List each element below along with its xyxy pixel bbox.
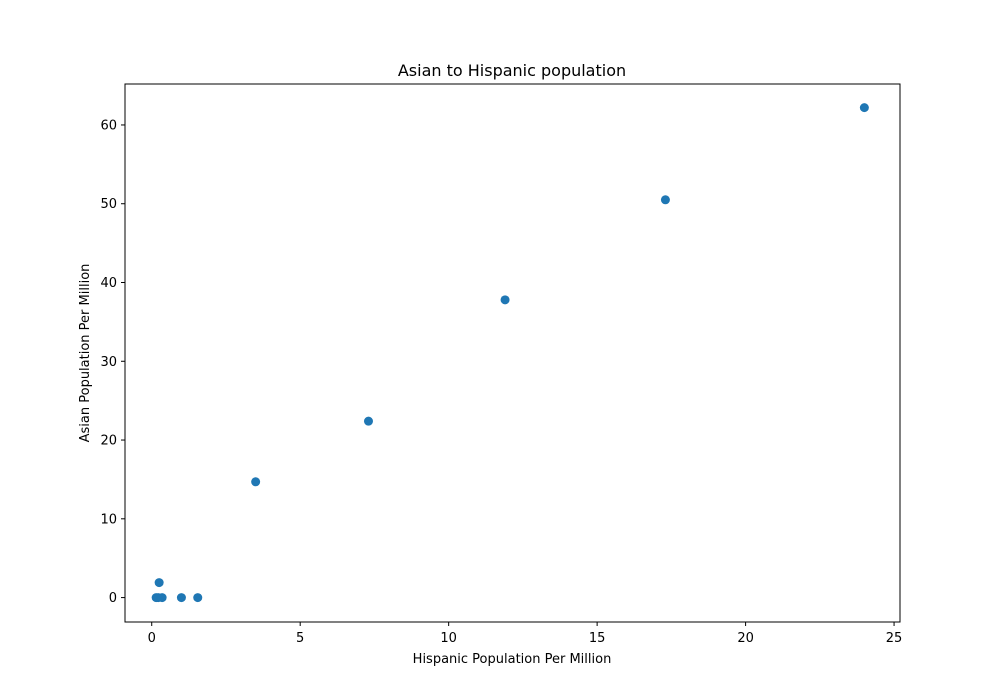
data-point <box>251 477 261 487</box>
y-tick-label: 20 <box>100 434 117 449</box>
y-tick-label: 0 <box>109 591 117 606</box>
y-tick-label: 50 <box>100 197 117 212</box>
data-point <box>193 593 203 603</box>
x-tick-label: 0 <box>148 631 156 646</box>
data-point <box>363 416 373 426</box>
data-point <box>859 103 869 113</box>
y-tick-label: 30 <box>100 355 117 370</box>
x-tick-label: 15 <box>589 631 606 646</box>
data-point <box>154 578 164 588</box>
data-point <box>176 593 186 603</box>
y-tick-label: 10 <box>100 512 117 527</box>
plot-area <box>151 103 869 603</box>
x-tick-label: 20 <box>737 631 754 646</box>
x-tick-label: 10 <box>440 631 457 646</box>
data-point <box>660 195 670 205</box>
x-axis-label: Hispanic Population Per Million <box>413 652 612 667</box>
y-tick-label: 40 <box>100 276 117 291</box>
y-axis-label: Asian Population Per Million <box>78 264 93 443</box>
plot-frame <box>124 83 901 623</box>
data-point <box>157 593 167 603</box>
y-axis: 0 10 20 30 40 50 60 <box>100 118 125 606</box>
data-point <box>500 295 510 305</box>
x-tick-label: 25 <box>886 631 903 646</box>
y-tick-label: 60 <box>100 118 117 133</box>
x-tick-label: 5 <box>296 631 304 646</box>
chart-title: Asian to Hispanic population <box>398 61 626 80</box>
x-axis: 0 5 10 15 20 25 <box>148 622 903 646</box>
